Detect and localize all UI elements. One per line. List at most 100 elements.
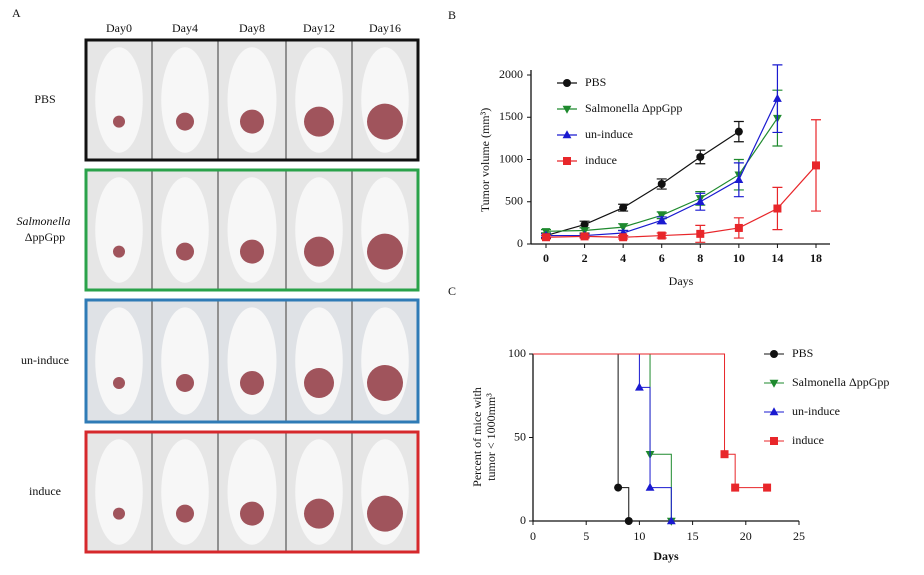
survival-line [533, 353, 630, 521]
row-label: Salmonella ΔppGpp [17, 214, 74, 244]
y-axis-title: tumor < 1000mm³ [484, 393, 498, 481]
tumor [304, 236, 334, 267]
marker [731, 483, 740, 492]
marker [542, 233, 550, 242]
marker [763, 483, 772, 492]
tumor [240, 239, 264, 264]
legend-label: Salmonella ΔppGpp [585, 101, 682, 115]
marker [812, 161, 820, 170]
y-tick-label: 500 [505, 194, 523, 208]
tumor [176, 242, 194, 261]
marker [657, 231, 666, 240]
x-tick-label: 5 [583, 529, 589, 543]
mouse-body [95, 177, 143, 283]
mouse-body [227, 177, 277, 283]
series-line [545, 131, 740, 237]
mouse-body [295, 47, 343, 153]
row-frame [84, 430, 420, 554]
y-tick-label: 2000 [499, 67, 523, 81]
x-axis-title: Days [653, 549, 679, 563]
tumor [113, 376, 125, 389]
marker [614, 483, 623, 492]
x-tick-label: 20 [740, 529, 752, 543]
tumor [240, 501, 264, 526]
y-tick-label: 1000 [499, 151, 523, 165]
legend-marker [563, 79, 571, 87]
mouse-body [295, 307, 343, 415]
tumor [367, 495, 403, 532]
mouse-body [161, 307, 209, 415]
y-tick-label: 0 [517, 236, 523, 250]
marker [666, 516, 676, 525]
tumor [176, 373, 194, 392]
mouse-body [95, 307, 143, 415]
column-label: Day0 [106, 21, 132, 35]
x-tick-label: 14 [771, 251, 783, 265]
legend-marker [562, 105, 572, 114]
row-label: induce [29, 484, 61, 498]
y-tick-label: 100 [508, 346, 526, 360]
y-tick-label: 50 [514, 429, 526, 443]
x-tick-label: 0 [530, 529, 536, 543]
column-label: Day4 [172, 21, 198, 35]
tumor [367, 103, 403, 140]
row-frame [84, 168, 420, 292]
x-tick-label: 4 [620, 251, 626, 265]
marker [618, 223, 628, 232]
mouse-body [295, 177, 343, 283]
row-label: un-induce [21, 353, 69, 367]
x-tick-label: 2 [582, 251, 588, 265]
marker [619, 233, 628, 242]
mouse-body [95, 47, 143, 153]
legend-marker [770, 437, 778, 445]
mouse-body [227, 307, 277, 415]
column-label: Day8 [239, 21, 265, 35]
y-tick-label: 1500 [499, 109, 523, 123]
y-axis-title: Tumor volume (mm³) [478, 108, 492, 213]
marker [624, 517, 633, 525]
legend-marker [770, 350, 778, 358]
tumor [304, 367, 334, 398]
legend-label: induce [792, 433, 824, 447]
x-tick-label: 6 [659, 251, 665, 265]
row-frame [84, 38, 420, 162]
legend-marker [562, 130, 572, 139]
tumor [304, 498, 334, 529]
marker [635, 382, 644, 391]
tumor [113, 245, 125, 258]
series-line [545, 165, 817, 238]
y-axis-title: Percent of mice with [470, 387, 484, 487]
legend-marker [563, 157, 571, 165]
marker [619, 203, 628, 212]
legend-label: Salmonella ΔppGpp [792, 375, 889, 389]
marker [773, 204, 782, 213]
survival-line [533, 353, 672, 521]
mouse-body [227, 439, 277, 545]
mouse-body [227, 47, 277, 153]
marker [720, 450, 729, 459]
x-tick-label: 18 [810, 251, 822, 265]
marker [734, 174, 744, 183]
column-label: Day16 [369, 21, 401, 35]
y-tick-label: 0 [520, 513, 526, 527]
panel-label: A [12, 6, 21, 20]
mouse-body [95, 439, 143, 545]
survival-line [533, 353, 672, 521]
mouse-body [161, 177, 209, 283]
row-frame [84, 298, 420, 424]
x-tick-label: 0 [543, 251, 549, 265]
marker [734, 223, 743, 232]
survival-line [533, 353, 768, 489]
tumor [176, 112, 194, 131]
panel-label: B [448, 8, 456, 22]
mouse-body [295, 439, 343, 545]
tumor [113, 507, 125, 520]
tumor [240, 370, 264, 395]
x-tick-label: 8 [697, 251, 703, 265]
mouse-body [161, 47, 209, 153]
marker [657, 180, 666, 189]
tumor [176, 504, 194, 523]
marker [645, 482, 655, 491]
legend-label: induce [585, 153, 617, 167]
